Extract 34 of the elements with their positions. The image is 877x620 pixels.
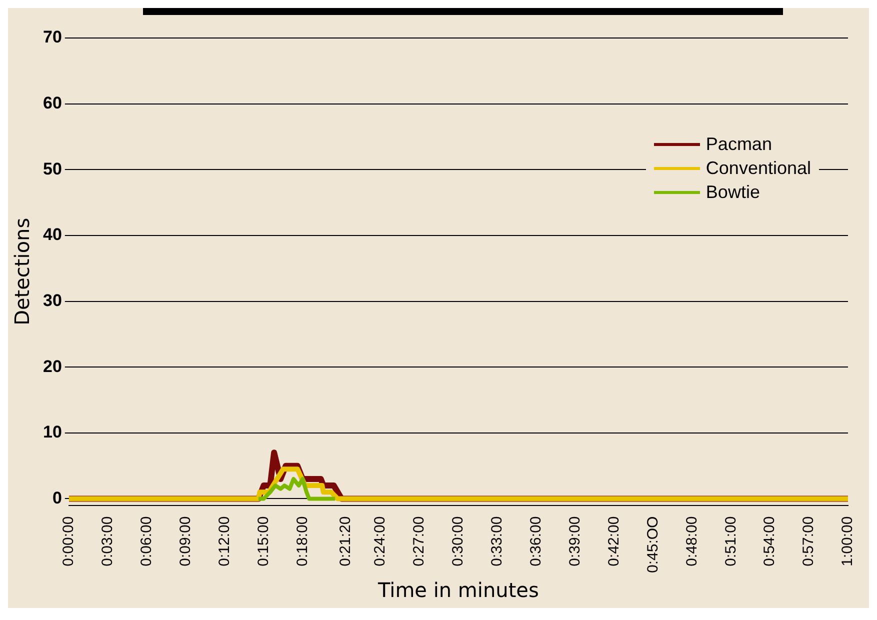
x-tick-label: 0:00:00 [60, 516, 78, 566]
x-tick-label: 0:57:00 [800, 516, 818, 566]
x-tick-label: 0:39:00 [566, 516, 584, 566]
legend-label: Bowtie [706, 182, 760, 202]
x-tick-label: 0:36:00 [528, 516, 545, 566]
x-tick-label: 0:12:00 [216, 516, 233, 566]
x-tick-label: 0:09:00 [176, 516, 194, 566]
y-axis-title: Detections [10, 218, 34, 326]
x-tick-label: 1:00:00 [839, 516, 856, 566]
y-tick-label: 60 [42, 94, 62, 113]
y-tick-label: 40 [42, 225, 62, 244]
y-tick-label: 10 [42, 422, 62, 442]
x-tick-label: 0:24:00 [372, 516, 389, 566]
x-tick-label: 0:48:00 [683, 516, 700, 566]
x-tick-label: 0:06:00 [138, 516, 155, 566]
x-tick-label: 0:45:OO [644, 516, 662, 574]
x-tick-label: 0:18:00 [294, 516, 311, 566]
y-tick-label: 50 [42, 159, 62, 178]
x-tick-label: 0:51:00 [722, 516, 740, 566]
x-tick-label: 0:03:00 [99, 516, 116, 566]
y-tick-label: 20 [42, 356, 62, 376]
x-axis-title: Time in minutes [377, 578, 539, 602]
x-tick-label: 0:21:20 [337, 516, 354, 566]
legend-label: Conventional [706, 158, 811, 178]
x-tick-label: 0:42:00 [605, 516, 622, 566]
x-tick-label: 0:33:00 [488, 516, 506, 566]
y-tick-label: 70 [42, 28, 62, 47]
x-tick-label: 0:27:00 [410, 516, 428, 566]
legend-label: Pacman [706, 134, 772, 154]
x-tick-label: 0:15:00 [254, 516, 272, 566]
x-tick-label: 0:30:00 [450, 516, 467, 566]
y-tick-label: 30 [42, 290, 62, 310]
x-tick-label: 0:54:00 [761, 516, 778, 566]
y-tick-label: 0 [52, 488, 62, 508]
